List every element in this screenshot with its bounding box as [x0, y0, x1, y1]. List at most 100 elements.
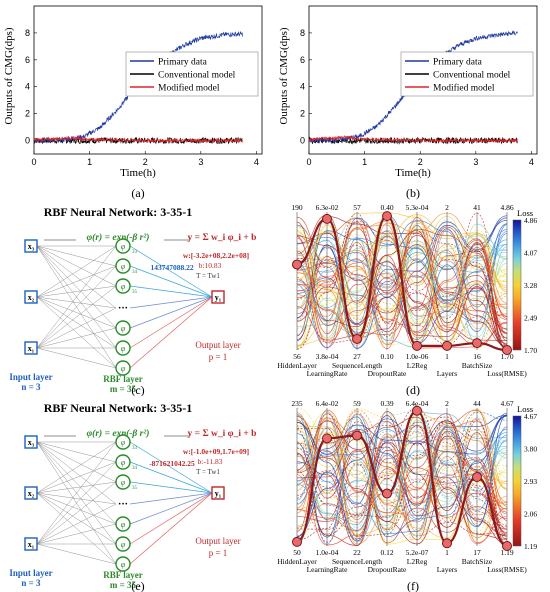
pc-axis-name: SequenceLength: [332, 361, 382, 370]
parallel-coords-f: 235 50 6.4e-02 1.0e-04 59 22 0.39 0.12 6.4e-04 5.…: [277, 399, 537, 592]
pc-axis-bottom: 1: [445, 352, 449, 361]
pc-line: [296, 219, 508, 330]
pc-line: [296, 409, 508, 530]
ellipsis: ···: [118, 499, 128, 510]
rbf-index-label: 33: [132, 446, 138, 451]
y-axis-label-b: Outputs of CMG(dps): [278, 27, 290, 125]
rbf-index-label: 34: [132, 270, 138, 275]
rbf-title: RBF Neural Network: 3-35-1: [44, 401, 193, 415]
input-node: [24, 290, 38, 304]
input-node-label: x₂: [28, 489, 35, 498]
pc-axis-top: 235: [291, 399, 303, 408]
x-tick-label: 4: [254, 157, 259, 167]
y-axis-label-a: Outputs of CMG(dps): [3, 27, 15, 125]
pc-axis-top: 2: [445, 399, 449, 408]
pc-line: [296, 223, 508, 342]
rbf-node: [115, 516, 131, 532]
pc-axis-bottom: 3.8e-04: [316, 352, 339, 361]
input-connection: [36, 285, 117, 298]
input-connection: [36, 265, 117, 298]
input-connection: [36, 503, 117, 545]
pc-axis-top: 2: [445, 203, 449, 212]
pc-axis-name: LearningRate: [307, 369, 348, 378]
input-connection: [36, 245, 117, 267]
pc-best-point: [472, 472, 482, 482]
pc-line: [296, 425, 508, 504]
colorbar-tick-label: 2.93: [524, 477, 537, 486]
input-node-label: x₃: [28, 438, 35, 447]
rbf-diagram-e: RBF Neural Network: 3-35-1 φ(r) = exp(-β …: [9, 401, 256, 592]
pc-axis-top: 41: [473, 203, 481, 212]
pc-axis-top: 4.86: [500, 203, 513, 212]
pc-axis-top: 6.3e-02: [316, 203, 339, 212]
pc-line: [296, 214, 508, 325]
rbf-node-label: φ: [121, 344, 126, 353]
input-connection: [36, 327, 117, 349]
input-connection: [36, 441, 117, 525]
rbf-node-label: φ: [121, 262, 126, 271]
pc-axis-top: 0.40: [380, 203, 393, 212]
chart-a: 0 1 2 3 4 0 2 4 6 8 Primary data Conventional model…: [3, 5, 263, 200]
rbf-node-label: φ: [121, 364, 126, 373]
input-node: [24, 435, 38, 449]
input-connection: [36, 492, 117, 565]
pc-axis-bottom: 0.10: [380, 352, 393, 361]
input-connection: [36, 285, 117, 349]
pc-line: [296, 407, 508, 542]
pc-line: [296, 245, 508, 332]
pc-axis-top: 59: [353, 399, 361, 408]
weights-range: w:[-3.2e+08,2.2e+08]: [183, 251, 249, 260]
weight-value: 143747088.22: [150, 263, 193, 272]
input-connection: [36, 461, 117, 494]
pc-line: [296, 428, 508, 464]
rbf-node-label: φ: [121, 520, 126, 529]
rbf-node: [115, 278, 131, 294]
output-node-label: y₁: [215, 489, 222, 498]
bias-value: b:10.83: [199, 261, 222, 270]
legend-entry: Modified model: [433, 83, 495, 94]
rbf-node: [115, 360, 131, 376]
pc-axis-bottom: 17: [473, 548, 481, 557]
rbf-node-label: φ: [121, 458, 126, 467]
x-tick-label: 4: [529, 157, 534, 167]
rbf-node: [115, 556, 131, 572]
input-connection: [36, 492, 117, 505]
input-connection: [36, 296, 117, 309]
bias-value: b:-11.83: [198, 457, 223, 466]
pc-axis-name: HiddenLayer: [277, 361, 317, 370]
input-node: [24, 486, 38, 500]
pc-best-point: [292, 536, 302, 547]
input-connection: [36, 441, 117, 545]
pc-axis-top: 44: [473, 399, 481, 408]
pc-axis-bottom: 16: [473, 352, 481, 361]
pc-line: [296, 412, 508, 514]
transform-note: T = Tw1: [196, 468, 220, 476]
input-connection: [36, 441, 117, 463]
pc-best-point: [382, 488, 392, 499]
output-node: [211, 290, 225, 304]
pc-best-point: [472, 338, 482, 349]
y-tick-label: 2: [300, 109, 305, 119]
pc-axis-top: 57: [353, 203, 361, 212]
pc-best-point: [502, 345, 512, 355]
legend-entry: Primary data: [433, 58, 483, 68]
pc-line: [296, 212, 508, 344]
pc-axis-bottom: 1.19: [500, 548, 513, 557]
x-tick-label: 2: [143, 157, 148, 167]
rbf-layer-label: RBF layer: [103, 374, 142, 384]
output-connection: [129, 265, 213, 298]
pc-axis-name: Layers: [437, 565, 457, 574]
colorbar-title: Loss: [517, 208, 533, 218]
output-layer-size: p = 1: [209, 352, 228, 362]
series-line: [308, 134, 518, 144]
rbf-layer-size: m = 35: [110, 580, 137, 590]
pc-axis-top: 6.4e-02: [316, 399, 339, 408]
input-connection: [36, 245, 117, 349]
input-connection: [36, 245, 117, 329]
panel-label-b: (b): [406, 186, 420, 200]
pc-axis-bottom: 50: [293, 548, 301, 557]
x-tick-label: 2: [418, 157, 423, 167]
panel-label: (d): [406, 383, 420, 396]
pc-best-point: [412, 405, 422, 416]
input-connection: [36, 245, 117, 298]
